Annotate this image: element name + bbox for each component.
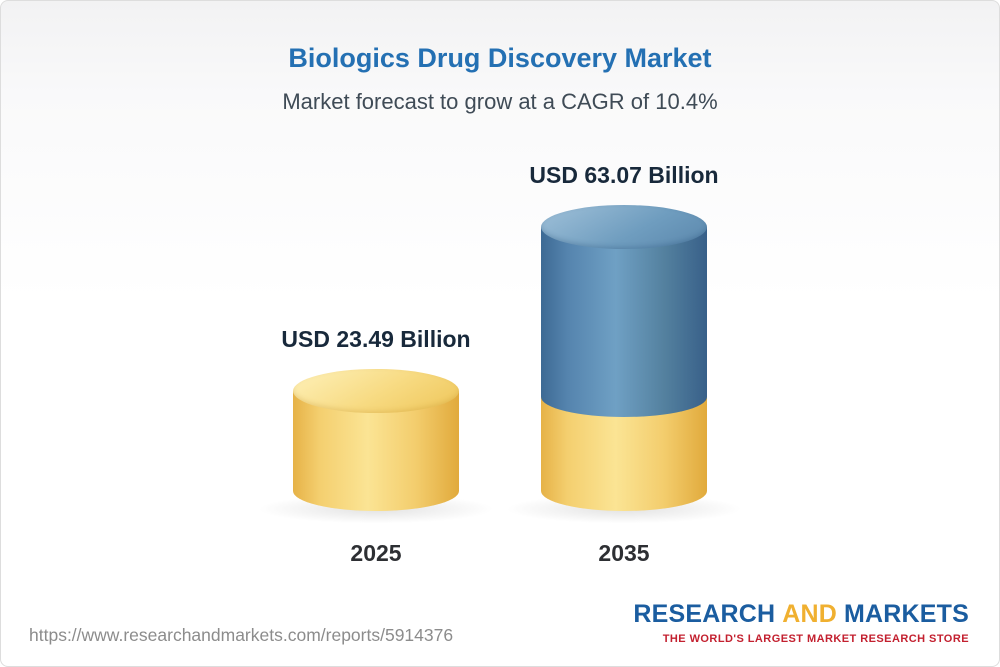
cylinder-top-face-2035 — [541, 205, 707, 249]
cylinder-2035-top-body — [541, 227, 707, 418]
year-label-2025: 2025 — [350, 540, 402, 566]
logo-word-markets: MARKETS — [843, 600, 969, 628]
value-label-2035: USD 63.07 Billion — [529, 162, 719, 188]
source-url: https://www.researchandmarkets.com/repor… — [29, 625, 454, 645]
cylinder-2035-top — [541, 205, 707, 418]
chart-area: USD 23.49 Billion 2025 USD 63.07 Billion… — [1, 151, 999, 571]
logo-wordmark: RESEARCH AND MARKETS — [633, 600, 969, 629]
logo-word-research: RESEARCH — [633, 600, 776, 628]
research-and-markets-logo: RESEARCH AND MARKETS THE WORLD'S LARGEST M… — [633, 600, 969, 645]
logo-tagline: THE WORLD'S LARGEST MARKET RESEARCH STOR… — [662, 633, 969, 645]
cylinder-2035 — [541, 205, 707, 511]
value-label-2025: USD 23.49 Billion — [281, 326, 471, 353]
chart-title: Biologics Drug Discovery Market — [288, 43, 712, 73]
cylinder-2025 — [293, 369, 459, 511]
year-label-2035: 2035 — [598, 540, 650, 566]
logo-word-and: AND — [782, 600, 837, 628]
cylinder-top-face-2025 — [293, 369, 459, 414]
chart-subtitle: Market forecast to grow at a CAGR of 10.… — [282, 89, 718, 114]
